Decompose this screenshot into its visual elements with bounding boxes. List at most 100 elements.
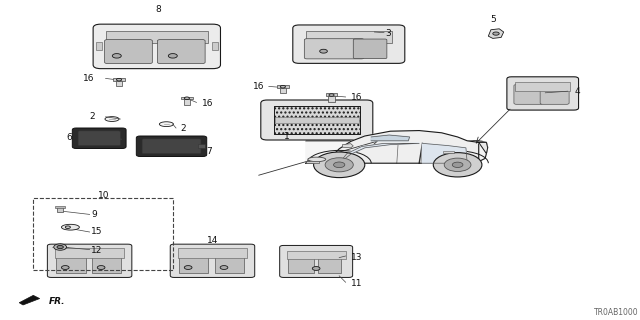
Bar (306, 31, 392, 43)
Text: 4: 4 (575, 87, 580, 96)
Polygon shape (339, 143, 419, 163)
Circle shape (314, 152, 365, 178)
Bar (274, 106, 360, 134)
Text: 16: 16 (83, 74, 95, 83)
Polygon shape (488, 29, 504, 38)
Text: 10: 10 (98, 191, 109, 200)
Circle shape (65, 226, 70, 228)
Bar (326, 93, 337, 96)
Bar (515, 83, 570, 91)
FancyBboxPatch shape (72, 128, 126, 148)
Bar (184, 98, 190, 105)
Text: TR0AB1000: TR0AB1000 (594, 308, 639, 317)
Bar (92, 255, 122, 273)
FancyBboxPatch shape (157, 40, 205, 63)
Circle shape (312, 267, 320, 270)
FancyBboxPatch shape (293, 25, 405, 63)
FancyBboxPatch shape (261, 100, 372, 140)
Bar (211, 42, 218, 50)
Circle shape (113, 53, 122, 58)
Bar (277, 85, 289, 88)
Bar (179, 255, 209, 273)
Text: 2: 2 (180, 124, 186, 133)
Circle shape (433, 153, 482, 177)
FancyBboxPatch shape (142, 139, 201, 154)
Bar (178, 248, 247, 258)
Circle shape (333, 162, 345, 168)
Polygon shape (342, 144, 353, 148)
Polygon shape (371, 135, 410, 141)
Circle shape (220, 266, 228, 269)
FancyBboxPatch shape (78, 131, 120, 146)
Polygon shape (326, 131, 479, 163)
Ellipse shape (105, 116, 119, 121)
Text: 5: 5 (491, 15, 496, 24)
Bar (96, 42, 102, 50)
Circle shape (320, 49, 328, 53)
Polygon shape (479, 142, 488, 154)
Bar (280, 86, 286, 93)
FancyBboxPatch shape (353, 39, 387, 59)
Bar (55, 248, 124, 258)
Circle shape (97, 266, 105, 269)
Bar (106, 31, 207, 43)
Bar (55, 206, 65, 208)
Text: 11: 11 (351, 279, 362, 288)
Text: 13: 13 (351, 253, 362, 262)
Text: 2: 2 (89, 112, 95, 121)
Circle shape (168, 53, 177, 58)
Bar (288, 257, 314, 273)
Bar (57, 207, 63, 212)
Text: 14: 14 (207, 236, 218, 245)
Circle shape (184, 97, 189, 100)
Text: 12: 12 (91, 246, 102, 255)
Bar (113, 78, 125, 81)
FancyBboxPatch shape (170, 244, 255, 277)
Polygon shape (306, 141, 488, 163)
Circle shape (61, 266, 69, 269)
FancyBboxPatch shape (507, 77, 579, 110)
Circle shape (280, 85, 285, 88)
FancyBboxPatch shape (136, 136, 207, 156)
FancyBboxPatch shape (47, 244, 132, 277)
Text: 9: 9 (91, 210, 97, 219)
Bar (275, 117, 359, 123)
Text: 6: 6 (66, 133, 72, 142)
Bar (306, 161, 319, 163)
Text: 16: 16 (351, 93, 362, 102)
Text: FR.: FR. (49, 297, 66, 306)
Circle shape (329, 94, 334, 96)
Text: 15: 15 (91, 228, 102, 236)
Text: 16: 16 (202, 99, 213, 108)
FancyBboxPatch shape (305, 39, 364, 59)
Text: 7: 7 (206, 148, 212, 156)
FancyBboxPatch shape (93, 24, 220, 69)
FancyBboxPatch shape (280, 245, 353, 277)
Circle shape (184, 266, 192, 269)
Bar (443, 151, 454, 153)
Text: 3: 3 (385, 29, 391, 38)
Polygon shape (306, 155, 347, 163)
Bar (318, 257, 341, 273)
Bar (181, 97, 193, 99)
Ellipse shape (308, 157, 326, 162)
Text: 8: 8 (156, 5, 161, 14)
Bar (274, 106, 360, 134)
Circle shape (444, 158, 471, 172)
Ellipse shape (61, 224, 79, 230)
Bar (56, 255, 86, 273)
Bar (33, 198, 173, 270)
Circle shape (116, 78, 122, 81)
FancyBboxPatch shape (105, 40, 152, 63)
Circle shape (57, 245, 63, 249)
Bar (116, 79, 122, 86)
FancyBboxPatch shape (514, 84, 543, 104)
Polygon shape (19, 295, 40, 305)
Circle shape (493, 32, 499, 35)
Circle shape (452, 162, 463, 167)
FancyBboxPatch shape (540, 84, 569, 104)
Circle shape (54, 244, 67, 250)
Text: 1: 1 (284, 132, 289, 141)
Circle shape (325, 158, 353, 172)
Bar (328, 95, 335, 102)
